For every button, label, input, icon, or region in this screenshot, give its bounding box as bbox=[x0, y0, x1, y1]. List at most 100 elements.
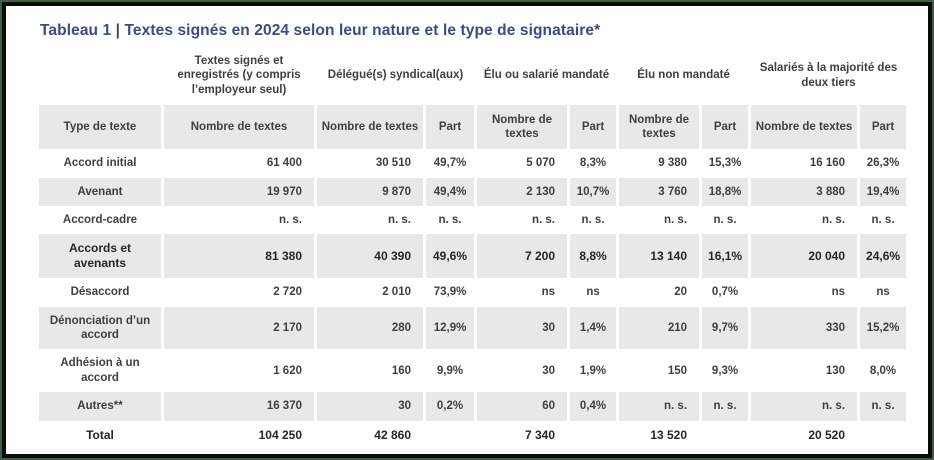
value-cell: 8,0% bbox=[860, 349, 907, 393]
value-cell: 12,9% bbox=[426, 306, 475, 350]
value-cell: n. s. bbox=[477, 205, 568, 235]
row-label-cell: Accords et avenants bbox=[39, 234, 161, 279]
value-cell: 0,4% bbox=[570, 392, 617, 421]
value-cell: ns bbox=[751, 278, 858, 307]
row-label-cell: Autres** bbox=[39, 392, 161, 421]
value-cell: n. s. bbox=[426, 205, 475, 235]
value-cell: 73,9% bbox=[426, 278, 475, 307]
value-cell bbox=[702, 420, 749, 450]
table-row: Avenant 19 970 9 870 49,4% 2 130 10,7% 3 760 18… bbox=[39, 177, 907, 206]
group-header-cell: Élu non mandaté bbox=[619, 50, 749, 106]
table-row: Total 104 250 42 860 7 340 13 520 20 520 bbox=[39, 420, 907, 450]
value-cell: ns bbox=[570, 278, 617, 307]
table-row: Adhésion à un accord 1 620 160 9,9% 30 1,9% 15… bbox=[39, 349, 907, 393]
table-row: Autres** 16 370 30 0,2% 60 0,4% n. s. n. s. n. s… bbox=[39, 392, 907, 421]
value-cell: n. s. bbox=[619, 392, 700, 421]
value-cell: 8,3% bbox=[570, 149, 617, 178]
value-cell: 61 400 bbox=[164, 149, 314, 178]
group-header-cell: Élu ou salarié mandaté bbox=[477, 50, 617, 106]
value-cell: 20 520 bbox=[751, 420, 858, 450]
value-cell: n. s. bbox=[860, 205, 907, 235]
value-cell: 3 760 bbox=[619, 177, 700, 206]
value-cell: 24,6% bbox=[860, 234, 907, 279]
table-row: Dénonciation d’un accord 2 170 280 12,9% 30 1… bbox=[39, 306, 907, 350]
table-row: Accord-cadre n. s. n. s. n. s. n. s. n. s. n. … bbox=[39, 205, 907, 235]
value-cell: 1 620 bbox=[164, 349, 314, 393]
group-header-row: Textes signés et enregistrés (y compris … bbox=[39, 50, 907, 106]
sub-header-cell: Part bbox=[702, 105, 749, 150]
value-cell bbox=[570, 420, 617, 450]
value-cell: 20 bbox=[619, 278, 700, 307]
value-cell: 104 250 bbox=[164, 420, 314, 450]
value-cell: 30 510 bbox=[317, 149, 423, 178]
value-cell: 160 bbox=[317, 349, 423, 393]
value-cell: 9,3% bbox=[702, 349, 749, 393]
value-cell: n. s. bbox=[702, 205, 749, 235]
value-cell: n. s. bbox=[860, 392, 907, 421]
value-cell: 9 870 bbox=[317, 177, 423, 206]
value-cell: 20 040 bbox=[751, 234, 858, 279]
value-cell: ns bbox=[477, 278, 568, 307]
sub-header-cell: Part bbox=[426, 105, 475, 150]
value-cell: 49,6% bbox=[426, 234, 475, 279]
group-header-cell: Salariés à la majorité des deux tiers bbox=[751, 50, 907, 106]
value-cell: 13 520 bbox=[619, 420, 700, 450]
value-cell: n. s. bbox=[751, 392, 858, 421]
value-cell: 9 380 bbox=[619, 149, 700, 178]
value-cell: 19,4% bbox=[860, 177, 907, 206]
value-cell: 0,7% bbox=[702, 278, 749, 307]
value-cell: 40 390 bbox=[317, 234, 423, 279]
value-cell: 210 bbox=[619, 306, 700, 350]
sub-header-cell: Part bbox=[860, 105, 907, 150]
value-cell: n. s. bbox=[619, 205, 700, 235]
value-cell: n. s. bbox=[702, 392, 749, 421]
value-cell: n. s. bbox=[317, 205, 423, 235]
value-cell: 7 340 bbox=[477, 420, 568, 450]
value-cell: 2 720 bbox=[164, 278, 314, 307]
value-cell: 15,2% bbox=[860, 306, 907, 350]
value-cell: 2 010 bbox=[317, 278, 423, 307]
table-row: Désaccord 2 720 2 010 73,9% ns ns 20 0,7% ns ns bbox=[39, 278, 907, 307]
value-cell: 30 bbox=[477, 349, 568, 393]
value-cell: n. s. bbox=[570, 205, 617, 235]
value-cell: 1,9% bbox=[570, 349, 617, 393]
sub-header-row: Type de texte Nombre de textes Nombre de t… bbox=[39, 105, 907, 150]
value-cell: 30 bbox=[477, 306, 568, 350]
value-cell: 7 200 bbox=[477, 234, 568, 279]
value-cell: 26,3% bbox=[860, 149, 907, 178]
sub-header-cell: Nombre de textes bbox=[477, 105, 568, 150]
value-cell: 13 140 bbox=[619, 234, 700, 279]
row-label-cell: Total bbox=[39, 420, 161, 450]
value-cell: n. s. bbox=[164, 205, 314, 235]
value-cell: 1,4% bbox=[570, 306, 617, 350]
signing-texts-table: Textes signés et enregistrés (y compris … bbox=[36, 50, 909, 450]
value-cell: 2 170 bbox=[164, 306, 314, 350]
value-cell: 8,8% bbox=[570, 234, 617, 279]
group-header-cell: Délégué(s) syndical(aux) bbox=[317, 50, 475, 106]
value-cell: 19 970 bbox=[164, 177, 314, 206]
value-cell: 18,8% bbox=[702, 177, 749, 206]
table-body: Accord initial 61 400 30 510 49,7% 5 070 8,3%… bbox=[39, 149, 907, 450]
value-cell: 150 bbox=[619, 349, 700, 393]
value-cell: 60 bbox=[477, 392, 568, 421]
value-cell: 16 160 bbox=[751, 149, 858, 178]
sub-header-cell: Nombre de textes bbox=[164, 105, 314, 150]
value-cell: 0,2% bbox=[426, 392, 475, 421]
value-cell bbox=[860, 420, 907, 450]
value-cell: 10,7% bbox=[570, 177, 617, 206]
value-cell: 49,7% bbox=[426, 149, 475, 178]
value-cell bbox=[426, 420, 475, 450]
table-row: Accords et avenants 81 380 40 390 49,6% 7 20… bbox=[39, 234, 907, 279]
value-cell: 15,3% bbox=[702, 149, 749, 178]
value-cell: 5 070 bbox=[477, 149, 568, 178]
value-cell: 2 130 bbox=[477, 177, 568, 206]
value-cell: 9,7% bbox=[702, 306, 749, 350]
value-cell: 330 bbox=[751, 306, 858, 350]
value-cell: 81 380 bbox=[164, 234, 314, 279]
value-cell: 30 bbox=[317, 392, 423, 421]
row-label-cell: Accord-cadre bbox=[39, 205, 161, 235]
value-cell: ns bbox=[860, 278, 907, 307]
table-title: Tableau 1 | Textes signés en 2024 selon … bbox=[40, 22, 601, 39]
